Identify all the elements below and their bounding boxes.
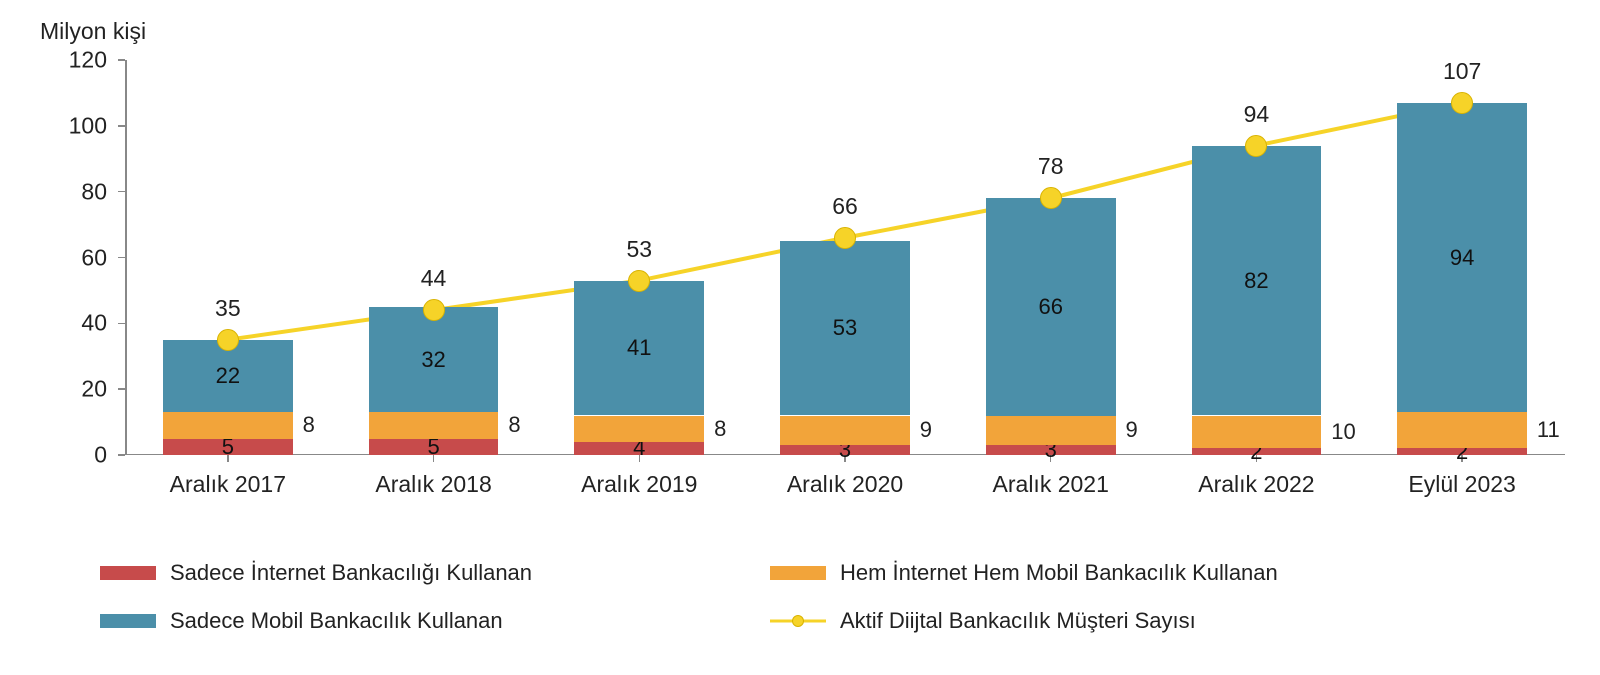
bar-segment-label-mobile_only: 41 [574, 335, 704, 361]
line-total-label: 66 [832, 193, 858, 220]
legend-label: Hem İnternet Hem Mobil Bankacılık Kullan… [840, 560, 1278, 586]
bar-segment-label-mobile_only: 53 [780, 315, 910, 341]
y-tick-mark [118, 323, 125, 325]
x-tick-label: Aralık 2022 [1198, 471, 1314, 498]
bar-segment-label-both: 8 [508, 412, 520, 438]
bar-segment-both [1397, 412, 1527, 448]
bar-group: 5832 [369, 60, 499, 455]
line-total-label: 94 [1244, 101, 1270, 128]
y-tick-mark [118, 388, 125, 390]
y-tick-mark [118, 191, 125, 193]
bar-group: 21194 [1397, 60, 1527, 455]
line-total-label: 78 [1038, 153, 1064, 180]
x-tick-label: Aralık 2017 [170, 471, 286, 498]
bar-segment-both [574, 416, 704, 442]
bar-segment-label-both: 10 [1331, 419, 1355, 445]
bar-segment-label-both: 8 [714, 416, 726, 442]
legend-item-total_active: Aktif Diijtal Bankacılık Müşteri Sayısı [770, 608, 1196, 634]
bar-segment-both [986, 416, 1116, 446]
legend-label: Sadece İnternet Bankacılığı Kullanan [170, 560, 532, 586]
bar-segment-label-mobile_only: 82 [1192, 268, 1322, 294]
x-tick-label: Eylül 2023 [1408, 471, 1515, 498]
bar-segment-both [1192, 416, 1322, 449]
y-tick-mark [118, 454, 125, 456]
bar-segment-label-both: 9 [1126, 417, 1138, 443]
y-tick-mark [118, 59, 125, 61]
bar-group: 3953 [780, 60, 910, 455]
chart-container: Milyon kişi 5822583248413953396621082211… [0, 0, 1600, 675]
line-marker [1040, 187, 1062, 209]
legend-swatch-line [770, 614, 826, 628]
bar-segment-label-both: 11 [1537, 417, 1560, 443]
line-marker [1245, 135, 1267, 157]
line-marker [1451, 92, 1473, 114]
bar-segment-label-both: 8 [303, 412, 315, 438]
legend-item-mobile_only: Sadece Mobil Bankacılık Kullanan [100, 608, 503, 634]
bar-segment-both [780, 416, 910, 446]
x-tick-label: Aralık 2021 [993, 471, 1109, 498]
bar-segment-label-mobile_only: 22 [163, 363, 293, 389]
legend-swatch [100, 614, 156, 628]
legend-item-both: Hem İnternet Hem Mobil Bankacılık Kullan… [770, 560, 1278, 586]
line-marker [628, 270, 650, 292]
line-marker [834, 227, 856, 249]
x-tick-label: Aralık 2020 [787, 471, 903, 498]
bar-group: 3966 [986, 60, 1116, 455]
legend-item-internet_only: Sadece İnternet Bankacılığı Kullanan [100, 560, 532, 586]
bar-segment-label-both: 9 [920, 417, 932, 443]
line-total-label: 35 [215, 295, 241, 322]
line-total-label: 107 [1443, 58, 1481, 85]
bar-segment-label-mobile_only: 32 [369, 347, 499, 373]
bar-segment-label-mobile_only: 94 [1397, 245, 1527, 271]
bar-group: 5822 [163, 60, 293, 455]
line-marker [217, 329, 239, 351]
bar-segment-both [163, 412, 293, 438]
legend-swatch [100, 566, 156, 580]
legend-swatch [770, 566, 826, 580]
x-tick-label: Aralık 2018 [375, 471, 491, 498]
legend-label: Sadece Mobil Bankacılık Kullanan [170, 608, 503, 634]
line-total-label: 44 [421, 265, 447, 292]
bar-segment-both [369, 412, 499, 438]
line-total-label: 53 [626, 236, 652, 263]
y-tick-mark [118, 257, 125, 259]
plot-area: 5822583248413953396621082211943544536678… [125, 60, 1565, 455]
legend-label: Aktif Diijtal Bankacılık Müşteri Sayısı [840, 608, 1196, 634]
y-axis-title: Milyon kişi [40, 18, 146, 45]
bar-segment-label-mobile_only: 66 [986, 294, 1116, 320]
y-tick-mark [118, 125, 125, 127]
x-tick-label: Aralık 2019 [581, 471, 697, 498]
line-marker [423, 299, 445, 321]
